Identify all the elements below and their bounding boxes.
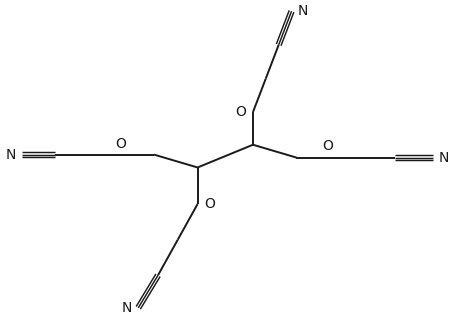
Text: N: N — [297, 4, 308, 18]
Text: N: N — [439, 151, 449, 165]
Text: N: N — [122, 301, 132, 315]
Text: O: O — [205, 197, 215, 211]
Text: O: O — [322, 140, 334, 154]
Text: O: O — [235, 105, 246, 119]
Text: N: N — [5, 148, 16, 162]
Text: O: O — [115, 136, 126, 150]
